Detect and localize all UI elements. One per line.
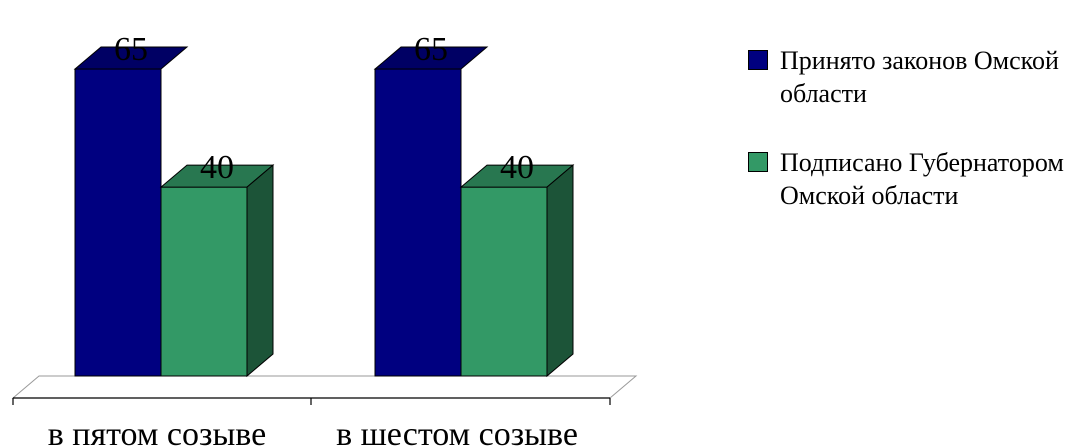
x-tick-label-1: в шестом созыве bbox=[336, 416, 578, 448]
bar-1-1-front bbox=[460, 186, 548, 377]
bar-0-0-front bbox=[74, 68, 162, 377]
legend-item-laws-signed: Подписано Губернатором Омской области bbox=[746, 146, 1084, 212]
bar-chart: 65 40 в пятом созыве 65 40 в шестом созыве bbox=[11, 31, 638, 448]
data-label-1-1: 40 bbox=[500, 149, 534, 186]
legend: Принято законов Омской области Подписано… bbox=[746, 44, 1084, 248]
legend-item-laws-adopted: Принято законов Омской области bbox=[746, 44, 1084, 110]
bar-1-0-front bbox=[374, 68, 462, 377]
legend-label-laws-adopted: Принято законов Омской области bbox=[780, 46, 1059, 108]
legend-swatch-laws-adopted bbox=[748, 50, 768, 70]
bar-0-1-front bbox=[160, 186, 248, 377]
bar-0-0-top bbox=[73, 46, 189, 70]
bar-1-1-side bbox=[546, 164, 574, 378]
data-label-1-0: 65 bbox=[414, 31, 448, 68]
legend-label-laws-signed: Подписано Губернатором Омской области bbox=[780, 148, 1064, 210]
floor-plane bbox=[11, 375, 638, 399]
data-label-0-0: 65 bbox=[114, 31, 148, 68]
bar-0-1-side bbox=[246, 164, 274, 378]
x-tick-label-0: в пятом созыве bbox=[48, 416, 266, 448]
bar-1-0-top bbox=[373, 46, 489, 70]
data-label-0-1: 40 bbox=[200, 149, 234, 186]
legend-swatch-laws-signed bbox=[748, 152, 768, 172]
